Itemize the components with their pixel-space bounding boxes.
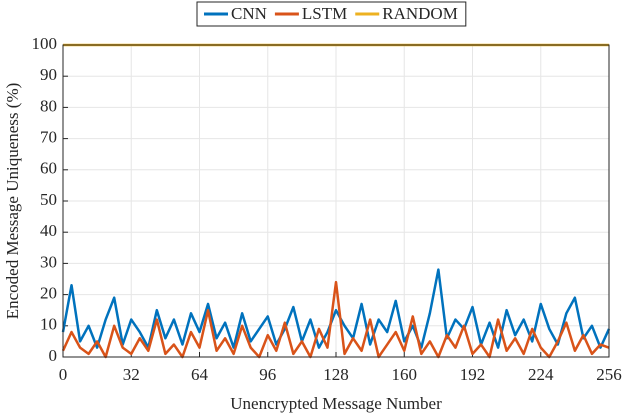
x-tick-label: 160 <box>392 365 418 384</box>
y-tick-label: 100 <box>32 34 58 53</box>
legend-label: LSTM <box>302 4 347 23</box>
y-axis-label: Encoded Message Uniqueness (%) <box>3 83 22 320</box>
y-tick-label: 60 <box>40 159 57 178</box>
x-tick-label: 224 <box>528 365 554 384</box>
legend-box <box>196 1 467 27</box>
x-tick-label: 64 <box>191 365 209 384</box>
line-series <box>61 268 611 349</box>
legend-label: RANDOM <box>382 4 458 23</box>
plot-border <box>62 44 610 358</box>
y-tick-label: 80 <box>40 96 57 115</box>
legend-label: CNN <box>231 4 267 23</box>
x-tick-label: 32 <box>123 365 140 384</box>
x-tick-label: 192 <box>460 365 486 384</box>
x-axis-label: Unencrypted Message Number <box>230 394 442 413</box>
y-tick-label: 40 <box>40 221 57 240</box>
x-tick-label: 0 <box>59 365 68 384</box>
x-tick-label: 256 <box>596 365 622 384</box>
line-series <box>61 280 610 359</box>
x-tick-label: 96 <box>259 365 276 384</box>
y-tick-label: 20 <box>40 284 57 303</box>
y-tick-label: 30 <box>40 252 57 271</box>
y-tick-label: 0 <box>49 346 58 365</box>
y-tick-label: 70 <box>40 128 57 147</box>
y-tick-label: 90 <box>40 65 57 84</box>
y-tick-label: 50 <box>40 190 57 209</box>
legend <box>196 1 467 27</box>
y-tick-label: 10 <box>40 315 57 334</box>
x-tick-label: 128 <box>323 365 349 384</box>
